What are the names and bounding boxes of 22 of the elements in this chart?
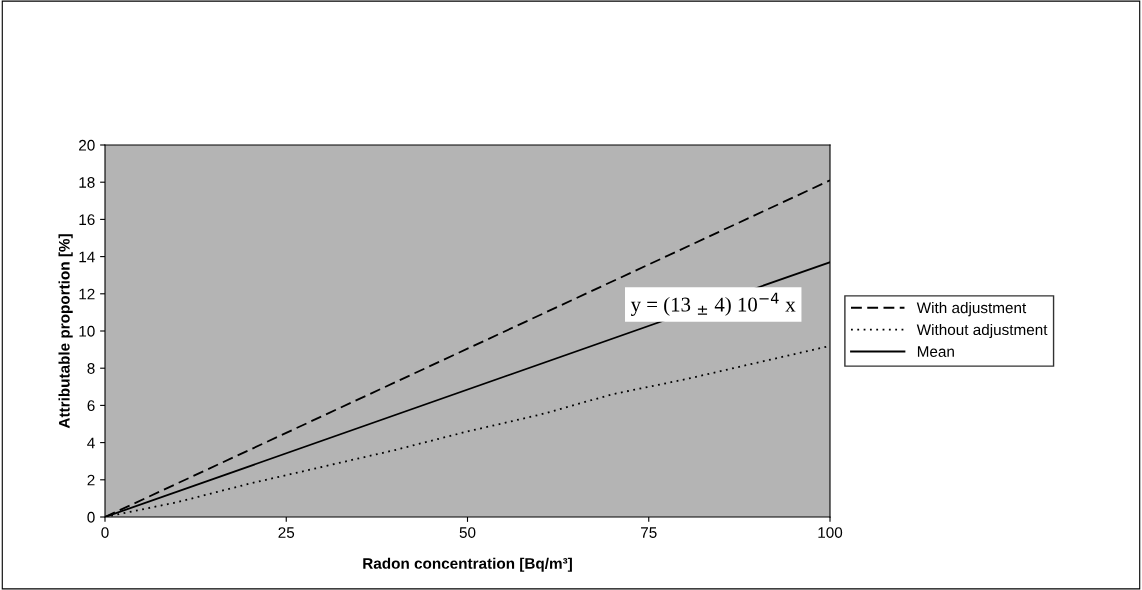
y-tick-label: 16 [79, 214, 95, 226]
legend-label: With adjustment [916, 302, 1027, 317]
y-axis-title: Attributable proportion [%] [58, 234, 73, 429]
y-tick-label: 8 [87, 363, 95, 374]
y-tick-label: 6 [87, 400, 95, 412]
x-axis-title: Radon concentration [Bq/m³] [363, 557, 572, 572]
x-tick-label: 100 [818, 527, 843, 538]
x-tick-label: 75 [641, 527, 657, 538]
x-tick-label: 50 [459, 527, 476, 538]
y-tick-label: 14 [79, 251, 95, 263]
annotation: y = (13 $_{±}$ 4) 10$^{−4}$ x [630, 292, 796, 316]
y-tick-label: 4 [87, 437, 95, 449]
y-tick-label: 18 [79, 177, 95, 188]
legend-label: Mean [917, 346, 954, 357]
y-tick-label: 0 [87, 511, 95, 523]
y-tick-label: 20 [79, 139, 95, 151]
y-tick-label: 10 [79, 325, 95, 337]
legend-label: Without adjustment [916, 323, 1048, 339]
y-tick-label: 2 [87, 474, 95, 486]
x-tick-label: 0 [101, 527, 109, 538]
y-tick-label: 12 [79, 288, 95, 300]
x-tick-label: 25 [278, 527, 295, 538]
